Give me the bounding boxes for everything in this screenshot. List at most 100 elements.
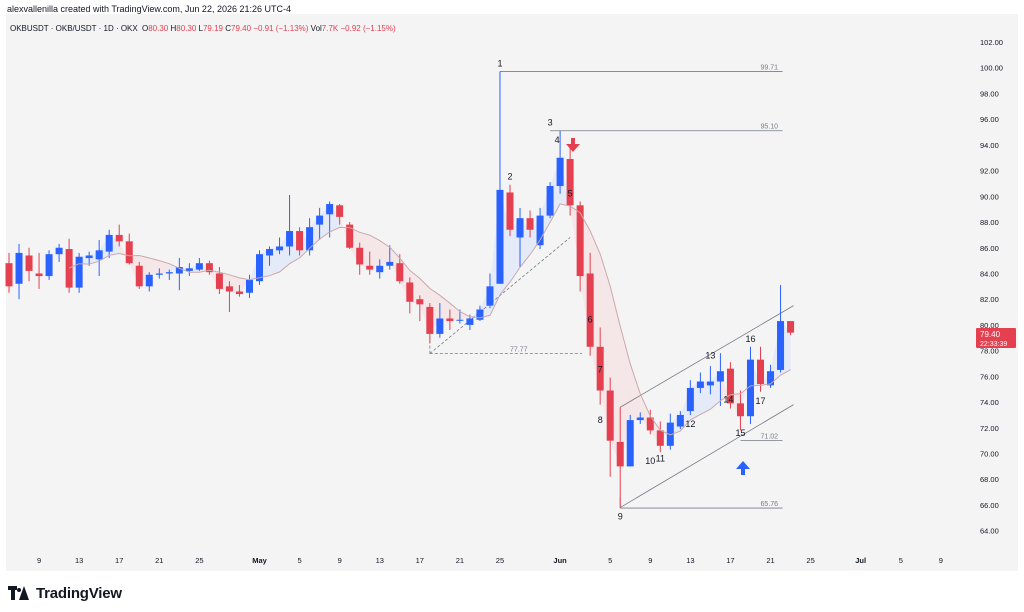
candle-body-down (526, 218, 534, 230)
channel-upper-line (620, 305, 794, 408)
candle-body-up (696, 381, 704, 388)
time-tick-label: 21 (456, 556, 464, 565)
candle-body-up (245, 279, 253, 293)
candle-body-down (396, 263, 404, 282)
candle-body-down (225, 286, 233, 292)
candle-body-up (286, 231, 294, 247)
candle-body-down (65, 249, 73, 288)
candle-body-up (55, 247, 63, 255)
tradingview-logo[interactable]: TradingView (8, 582, 122, 604)
wave-label: 7 (598, 365, 603, 375)
wave-label: 3 (548, 118, 553, 128)
wave-label: 9 (618, 512, 623, 522)
candle-body-down (736, 403, 744, 417)
candle-body-down (205, 263, 213, 273)
level-labels-layer: 99.71 95.10 77.77 71.02 65.76 (510, 64, 778, 508)
candle-body-up (536, 215, 544, 246)
time-tick-label: 5 (899, 556, 903, 565)
candle-body-down (416, 299, 424, 305)
wave-label: 2 (507, 172, 512, 182)
candle-body-up (165, 272, 173, 274)
candle-body-down (426, 306, 434, 334)
time-tick-label: 17 (416, 556, 424, 565)
candle-body-up (666, 422, 674, 446)
time-tick-label: 9 (648, 556, 652, 565)
ma-band-segment (459, 311, 470, 320)
level-label: 65.76 (761, 501, 779, 508)
ma-band-segment (630, 363, 641, 421)
candle-body-down (596, 346, 604, 391)
wave-label: 4 (555, 135, 560, 145)
price-tick-label: 96.00 (980, 115, 999, 124)
time-tick-label: 5 (297, 556, 301, 565)
candle-body-up (706, 381, 714, 386)
wave-label: 1 (497, 59, 502, 69)
candle-body-down (25, 255, 33, 271)
time-axis: 9 13 17 21 25 May 5 9 13 17 21 25 Jun 5 9 13 17 21 25 Jul 5 9 (37, 556, 943, 565)
candle-body-down (446, 318, 454, 322)
wave-label: 15 (735, 428, 745, 438)
ma-band-segment (369, 235, 380, 270)
ma-band-segment (149, 258, 160, 275)
ma-band-segment (700, 381, 711, 415)
price-axis: 102.00 100.00 98.00 96.00 94.00 92.00 90.00 88.… (980, 38, 1003, 536)
price-tag-price: 79.40 (980, 330, 1001, 339)
time-tick-label: 13 (75, 556, 83, 565)
up-arrow-icon (736, 461, 750, 475)
tradingview-logo-icon (8, 586, 30, 600)
chart-frame[interactable] (6, 14, 1018, 571)
candle-body-up (556, 157, 564, 187)
last-price-tag: 79.40 22:33:39 (976, 328, 1016, 348)
time-tick-label: 5 (608, 556, 612, 565)
candles-layer (5, 71, 795, 508)
price-tick-label: 66.00 (980, 501, 999, 510)
price-tick-label: 76.00 (980, 372, 999, 381)
ma-band-segment (660, 422, 671, 446)
candle-body-down (726, 368, 734, 404)
legend-open-label: O (141, 24, 149, 33)
candle-body-up (466, 318, 474, 325)
price-tick-label: 94.00 (980, 141, 999, 150)
legend-close-value: 79.40 (231, 24, 252, 33)
wave-label: 12 (685, 419, 695, 429)
price-tick-label: 86.00 (980, 244, 999, 253)
candle-body-up (436, 318, 444, 334)
wave-label: 8 (598, 415, 603, 425)
candle-body-up (276, 246, 284, 251)
candle-body-down (787, 321, 795, 333)
price-tick-label: 100.00 (980, 64, 1003, 73)
candle-body-down (125, 241, 133, 264)
price-tick-label: 68.00 (980, 475, 999, 484)
candle-body-down (616, 441, 624, 467)
candle-body-up (716, 371, 724, 382)
ma-band-segment (159, 260, 170, 274)
header-credit: alexvallenilla created with TradingView.… (7, 4, 291, 14)
wave-label: 13 (705, 351, 715, 361)
candle-body-up (175, 267, 183, 274)
price-tag-countdown: 22:33:39 (980, 341, 1007, 348)
ma-band-segment (449, 303, 460, 322)
price-tick-label: 88.00 (980, 218, 999, 227)
wave-label: 14 (723, 395, 733, 405)
candle-body-down (336, 205, 344, 217)
legend-close-label: C (225, 24, 232, 33)
candle-body-up (316, 215, 324, 225)
time-tick-label: 21 (766, 556, 774, 565)
candle-body-up (376, 265, 384, 273)
price-tick-label: 72.00 (980, 424, 999, 433)
candle-body-up (105, 234, 113, 252)
candle-body-down (35, 273, 43, 277)
time-tick-label: 17 (115, 556, 123, 565)
down-arrow-icon (566, 138, 580, 152)
legend-volume-label: Vol (310, 24, 322, 33)
legend-open-value: 80.30 (148, 24, 169, 33)
price-tick-label: 80.00 (980, 321, 999, 330)
candle-body-up (746, 359, 754, 417)
ma-band-segment (169, 263, 180, 273)
price-tick-label: 98.00 (980, 89, 999, 98)
candle-body-down (606, 390, 614, 441)
tradingview-wordmark: TradingView (36, 584, 122, 602)
price-tick-label: 64.00 (980, 527, 999, 536)
